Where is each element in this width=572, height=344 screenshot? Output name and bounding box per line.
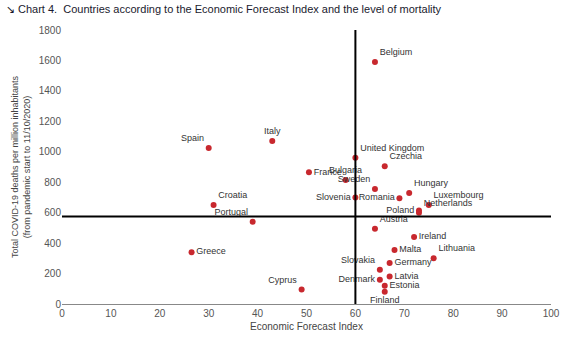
svg-text:United Kingdom: United Kingdom — [360, 143, 424, 153]
svg-text:Finland: Finland — [370, 295, 400, 305]
svg-text:1000: 1000 — [39, 146, 62, 157]
svg-text:Romania: Romania — [359, 192, 395, 202]
svg-text:Malta: Malta — [399, 244, 421, 254]
svg-text:France: France — [314, 167, 342, 177]
svg-text:Lithuania: Lithuania — [438, 243, 475, 253]
svg-text:0: 0 — [55, 299, 61, 310]
svg-text:1200: 1200 — [39, 116, 62, 127]
svg-text:Cyprus: Cyprus — [268, 275, 297, 285]
svg-text:Belgium: Belgium — [380, 47, 413, 57]
svg-text:40: 40 — [252, 308, 264, 319]
svg-text:90: 90 — [497, 308, 509, 319]
svg-text:Czechia: Czechia — [389, 151, 422, 161]
svg-text:Slovakia: Slovakia — [341, 255, 375, 265]
svg-text:1800: 1800 — [39, 25, 62, 36]
svg-text:1600: 1600 — [39, 55, 62, 66]
svg-text:70: 70 — [399, 308, 411, 319]
svg-text:20: 20 — [154, 308, 166, 319]
svg-text:400: 400 — [44, 238, 61, 249]
svg-text:100: 100 — [543, 308, 560, 319]
svg-text:Hungary: Hungary — [414, 178, 449, 188]
svg-text:Austria: Austria — [380, 214, 408, 224]
svg-text:Netherlands: Netherlands — [424, 198, 473, 208]
svg-text:Poland: Poland — [386, 205, 414, 215]
svg-text:10: 10 — [105, 308, 117, 319]
svg-text:60: 60 — [350, 308, 362, 319]
svg-text:Latvia: Latvia — [394, 271, 418, 281]
svg-text:80: 80 — [448, 308, 460, 319]
svg-text:30: 30 — [203, 308, 215, 319]
svg-text:Germany: Germany — [394, 257, 432, 267]
svg-text:Greece: Greece — [196, 246, 226, 256]
svg-text:Economic Forecast Index: Economic Forecast Index — [250, 321, 363, 332]
svg-text:200: 200 — [44, 268, 61, 279]
svg-text:Total COVID-19 deaths per mill: Total COVID-19 deaths per million inhabi… — [10, 75, 32, 258]
svg-text:50: 50 — [301, 308, 313, 319]
svg-text:800: 800 — [44, 177, 61, 188]
svg-text:Croatia: Croatia — [218, 190, 247, 200]
svg-text:1400: 1400 — [39, 85, 62, 96]
svg-text:600: 600 — [44, 207, 61, 218]
svg-text:Ireland: Ireland — [419, 231, 447, 241]
svg-text:Bulgaria: Bulgaria — [329, 165, 362, 175]
svg-text:Denmark: Denmark — [339, 274, 376, 284]
svg-text:↘ Chart 4. Countries accordin: ↘ Chart 4. Countries according to the Ec… — [6, 3, 442, 15]
svg-text:0: 0 — [59, 308, 65, 319]
svg-text:Italy: Italy — [264, 126, 281, 136]
svg-text:Portugal: Portugal — [214, 207, 248, 217]
svg-text:Sweden: Sweden — [338, 174, 371, 184]
svg-text:Luxembourg: Luxembourg — [434, 190, 484, 200]
svg-text:Slovenia: Slovenia — [316, 192, 351, 202]
svg-text:Estonia: Estonia — [389, 280, 419, 290]
svg-text:Spain: Spain — [181, 133, 204, 143]
